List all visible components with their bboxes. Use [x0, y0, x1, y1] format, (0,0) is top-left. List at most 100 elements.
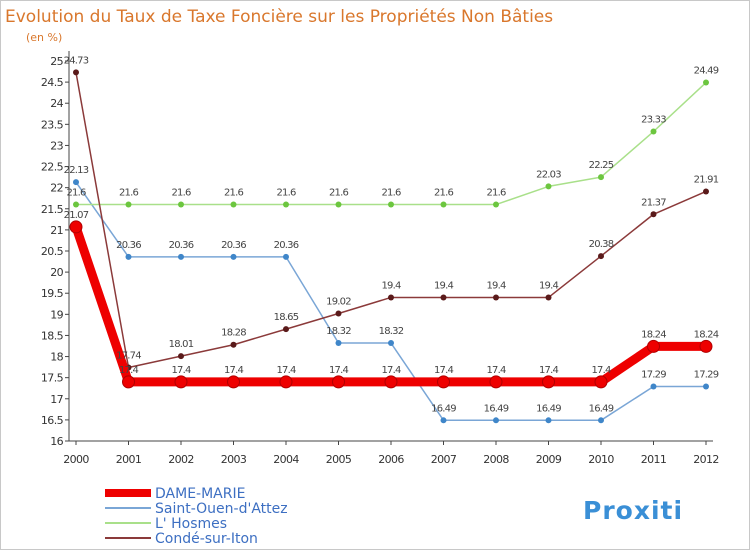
data-point [493, 201, 499, 208]
y-tick-label: 23.5 [41, 118, 64, 131]
data-label: 18.24 [641, 329, 666, 340]
legend-label: Condé-sur-Iton [155, 531, 258, 547]
y-tick-label: 21 [50, 224, 63, 237]
data-label: 19.4 [434, 280, 454, 291]
proxiti-logo: Proxiti [583, 496, 683, 525]
x-tick-label: 2002 [168, 453, 194, 466]
x-tick-label: 2003 [221, 453, 247, 466]
data-point [493, 294, 499, 301]
y-tick-label: 16 [50, 435, 63, 448]
y-tick-label: 17.5 [41, 372, 64, 385]
data-label: 24.49 [694, 66, 719, 77]
data-point [594, 375, 608, 389]
y-tick-label: 18 [50, 351, 63, 364]
x-tick-label: 2006 [378, 453, 404, 466]
data-point [69, 220, 83, 234]
data-point [178, 201, 184, 208]
data-point [335, 310, 342, 317]
data-point [598, 174, 604, 181]
data-point [650, 211, 657, 218]
data-label: 17.74 [116, 351, 141, 362]
x-tick-label: 2007 [431, 453, 457, 466]
data-point [650, 128, 657, 135]
data-point [122, 375, 135, 389]
x-tick-label: 2012 [693, 453, 719, 466]
data-label: 21.91 [694, 174, 719, 185]
data-label: 24.73 [64, 55, 89, 66]
data-point [174, 375, 188, 389]
y-tick-label: 25 [50, 55, 63, 68]
x-tick-label: 2005 [326, 453, 352, 466]
data-point [647, 339, 660, 353]
y-tick-label: 17 [50, 393, 63, 406]
data-point [598, 417, 604, 424]
data-label: 21.6 [119, 188, 139, 199]
data-label: 21.6 [381, 188, 401, 199]
x-tick-label: 2008 [483, 453, 509, 466]
data-point [703, 188, 709, 195]
data-point [230, 201, 237, 208]
data-label: 17.4 [591, 365, 611, 376]
data-label: 21.6 [171, 188, 191, 199]
data-labels: 21.07 17.4 17.4 17.4 17.4 17.4 17.4 17.4 17.4 17.… [64, 55, 720, 414]
y-tick-label: 19.5 [41, 287, 64, 300]
data-point [545, 183, 552, 190]
data-label: 21.6 [486, 188, 506, 199]
data-point [332, 375, 345, 389]
data-point [440, 417, 447, 424]
series-2 [73, 79, 709, 208]
data-label: 21.6 [276, 188, 296, 199]
y-tick-label: 21.5 [41, 203, 64, 216]
y-tick-label: 16.5 [41, 414, 64, 427]
data-point [125, 201, 132, 208]
data-point [440, 201, 447, 208]
data-point [703, 383, 709, 390]
data-label: 18.24 [694, 329, 719, 340]
data-label: 19.02 [326, 296, 351, 307]
legend-label: Saint-Ouen-d'Attez [155, 501, 288, 517]
data-label: 20.36 [274, 240, 299, 251]
data-label: 21.07 [64, 210, 89, 221]
data-label: 17.4 [119, 365, 139, 376]
series-layer [69, 69, 713, 424]
data-label: 19.4 [539, 280, 559, 291]
x-tick-label: 2001 [116, 453, 142, 466]
data-label: 16.49 [431, 403, 456, 414]
data-point [440, 294, 447, 301]
y-tick-label: 20 [50, 266, 63, 279]
data-label: 20.38 [589, 239, 614, 250]
data-label: 17.4 [224, 365, 244, 376]
series-line [75, 71, 707, 369]
data-point [650, 383, 657, 390]
data-point [493, 417, 499, 424]
logo-text: Proxiti [583, 496, 683, 525]
data-point [388, 294, 394, 301]
data-point [73, 201, 79, 208]
series-3 [73, 69, 709, 371]
data-label: 19.4 [486, 280, 506, 291]
chart-subtitle: (en %) [26, 31, 62, 44]
y-tick-label: 22.5 [41, 161, 64, 174]
data-label: 17.4 [539, 365, 559, 376]
x-tick-label: 2009 [536, 453, 562, 466]
data-label: 22.03 [536, 169, 561, 180]
data-point [545, 417, 552, 424]
y-tick-label: 20.5 [41, 245, 64, 258]
data-label: 19.4 [381, 280, 401, 291]
legend-label: DAME-MARIE [155, 486, 245, 502]
series-line [75, 81, 707, 206]
data-label: 17.29 [694, 370, 719, 381]
data-point [73, 69, 79, 76]
series-0 [69, 220, 713, 389]
axes: 1616.51717.51818.51919.52020.52121.52222… [41, 51, 719, 466]
data-label: 16.49 [536, 403, 561, 414]
data-point [73, 179, 79, 186]
y-tick-label: 18.5 [41, 329, 64, 342]
data-label: 20.36 [221, 240, 246, 251]
y-tick-label: 23 [50, 139, 63, 152]
data-point [335, 340, 342, 347]
data-point [178, 253, 184, 260]
data-point [384, 375, 398, 389]
